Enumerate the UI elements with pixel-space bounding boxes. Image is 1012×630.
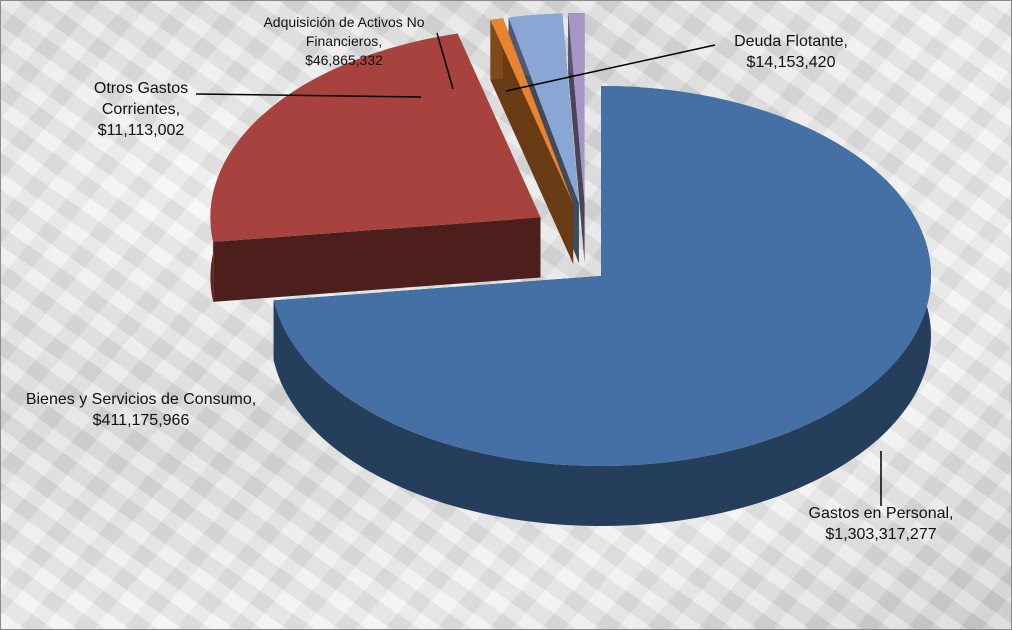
data-label: Adquisición de Activos No Financieros, $4…: [246, 13, 442, 70]
category-label: Otros Gastos Corrientes,: [93, 80, 189, 118]
data-label: Gastos en Personal, $1,303,317,277: [781, 503, 981, 545]
data-label: Otros Gastos Corrientes, $11,113,002: [66, 78, 216, 141]
slices: [210, 13, 931, 526]
data-label: Bienes y Servicios de Consumo, $411,175,9…: [21, 389, 261, 431]
data-label: Deuda Flotante, $14,153,420: [691, 31, 891, 73]
slice: [490, 18, 574, 204]
value-label: $14,153,420: [746, 54, 836, 71]
category-label: Gastos en Personal,: [808, 505, 954, 522]
leader-line: [505, 44, 716, 92]
slice: [568, 13, 585, 203]
category-label: Bienes y Servicios de Consumo,: [25, 391, 257, 408]
leader-line: [436, 32, 454, 90]
value-label: $11,113,002: [97, 122, 185, 139]
slice: [273, 86, 931, 466]
value-label: $1,303,317,277: [825, 526, 937, 543]
value-label: $411,175,966: [92, 412, 190, 429]
leader-line: [195, 93, 422, 98]
slice: [210, 33, 541, 242]
value-label: $46,865,332: [305, 52, 383, 68]
slice-side: [213, 217, 541, 302]
category-label: Adquisición de Activos No Financieros,: [263, 14, 425, 49]
slice: [508, 13, 579, 204]
category-label: Deuda Flotante,: [734, 33, 848, 50]
